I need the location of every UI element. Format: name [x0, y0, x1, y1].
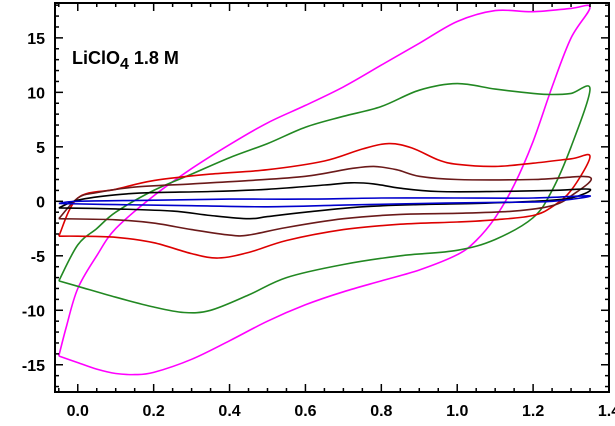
series-line-5 — [58, 181, 592, 220]
series-line-3 — [58, 142, 591, 259]
y-tick-label: 0 — [36, 194, 45, 211]
x-tick-label: 1.2 — [522, 403, 544, 420]
x-tick-label: 1.0 — [446, 403, 468, 420]
series-line-6 — [58, 195, 591, 208]
series-line-4 — [58, 165, 593, 237]
series-group — [58, 4, 593, 376]
series-line-1 — [58, 4, 591, 376]
y-tick-label: 10 — [27, 85, 45, 102]
x-tick-label: 1.4 — [598, 403, 615, 420]
y-tick-label: -10 — [22, 303, 45, 320]
y-tick-label: -15 — [22, 358, 45, 375]
x-tick-label: 0.8 — [370, 403, 392, 420]
annotation-main: LiClO — [72, 48, 120, 68]
x-tick-label: 0.2 — [143, 403, 165, 420]
y-tick-label: -5 — [31, 249, 45, 266]
x-tick-label: 0.0 — [67, 403, 89, 420]
tick-group: 0.0 0.2 0.4 0.6 0.8 1.0 1.2 1.4 -15 -10 -5 0 5 10 15 — [22, 3, 615, 420]
series-line-2 — [58, 82, 591, 314]
annotation-suffix: 1.8 M — [129, 48, 179, 68]
y-tick-label: 5 — [36, 140, 45, 157]
chart-annotation: LiClO4 1.8 M — [72, 48, 179, 73]
annotation-subscript: 4 — [120, 56, 129, 73]
x-tick-label: 0.4 — [218, 403, 240, 420]
x-tick-label: 0.6 — [294, 403, 316, 420]
y-tick-label: 15 — [27, 31, 45, 48]
